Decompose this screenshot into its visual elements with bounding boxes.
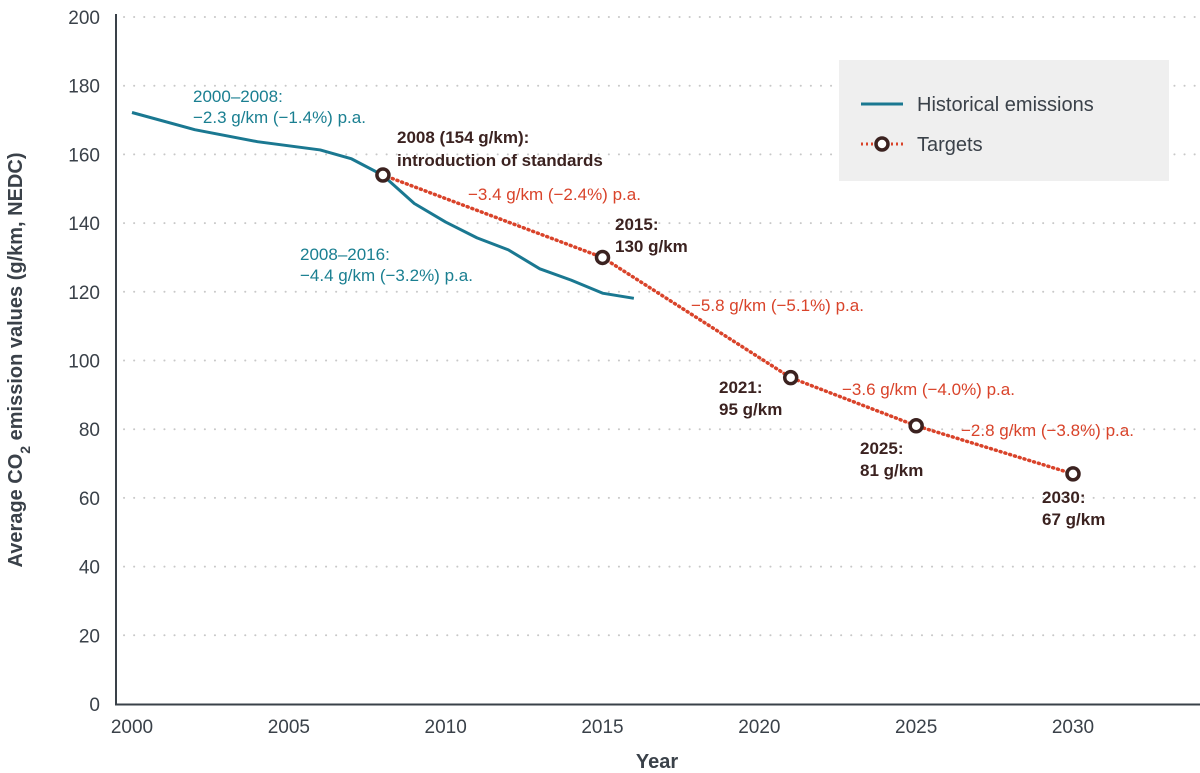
annotation-rate-2021-2025: −3.6 g/km (−4.0%) p.a. xyxy=(842,380,1015,399)
y-axis-ticks: 0 20 40 60 80 100 120 140 160 180 200 xyxy=(68,8,100,716)
legend-marker-targets xyxy=(874,136,890,152)
y-tick-label: 60 xyxy=(79,489,100,510)
target-point-2015 xyxy=(594,249,611,266)
x-tick-label: 2010 xyxy=(425,717,467,738)
x-axis-title: Year xyxy=(636,751,678,773)
annotation-target-2008: 2008 (154 g/km): introduction of standar… xyxy=(397,128,603,170)
y-tick-label: 120 xyxy=(68,283,100,304)
legend-label-historical: Historical emissions xyxy=(917,94,1094,116)
target-point-2008 xyxy=(375,167,391,183)
y-axis-title: Average CO2 emission values (g/km, NEDC) xyxy=(5,153,33,568)
y-tick-label: 140 xyxy=(68,214,100,235)
target-point-2030 xyxy=(1065,466,1081,482)
target-point-2025 xyxy=(908,418,924,434)
legend-item-targets: Targets xyxy=(861,134,983,156)
y-tick-label: 0 xyxy=(89,695,100,716)
annotation-target-2015: 2015: 130 g/km xyxy=(615,215,688,256)
targets-line xyxy=(381,173,1075,476)
series-targets xyxy=(375,167,1081,482)
x-tick-label: 2005 xyxy=(268,717,310,738)
x-tick-label: 2000 xyxy=(111,717,153,738)
legend: Historical emissions Targets xyxy=(839,60,1169,181)
x-tick-label: 2030 xyxy=(1052,717,1094,738)
x-tick-label: 2020 xyxy=(738,717,780,738)
legend-label-targets: Targets xyxy=(917,134,983,156)
series-historical-emissions xyxy=(131,111,635,300)
y-tick-label: 200 xyxy=(68,8,100,29)
y-tick-label: 80 xyxy=(79,420,100,441)
annotation-rate-2015-2021: −5.8 g/km (−5.1%) p.a. xyxy=(691,296,864,315)
x-tick-label: 2015 xyxy=(581,717,623,738)
annotation-rate-2025-2030: −2.8 g/km (−3.8%) p.a. xyxy=(961,421,1134,440)
y-tick-label: 40 xyxy=(79,558,100,579)
y-tick-label: 180 xyxy=(68,77,100,98)
y-tick-label: 160 xyxy=(68,145,100,166)
legend-item-historical: Historical emissions xyxy=(861,94,1094,116)
annotation-rate-2008-2015: −3.4 g/km (−2.4%) p.a. xyxy=(468,185,641,204)
annotation-2008-2016: 2008–2016: −4.4 g/km (−3.2%) p.a. xyxy=(300,245,473,285)
y-tick-label: 100 xyxy=(68,352,100,373)
y-tick-label: 20 xyxy=(79,626,100,647)
annotation-target-2025: 2025: 81 g/km xyxy=(860,439,923,480)
historical-emissions-line xyxy=(131,111,635,300)
x-tick-label: 2025 xyxy=(895,717,937,738)
annotation-2000-2008: 2000–2008: −2.3 g/km (−1.4%) p.a. xyxy=(193,87,366,127)
target-point-2021 xyxy=(782,369,799,386)
legend-background xyxy=(839,60,1169,181)
x-axis-ticks: 2000 2005 2010 2015 2020 2025 2030 xyxy=(111,717,1094,738)
annotation-target-2021: 2021: 95 g/km xyxy=(719,378,782,419)
annotation-target-2030: 2030: 67 g/km xyxy=(1042,488,1105,529)
